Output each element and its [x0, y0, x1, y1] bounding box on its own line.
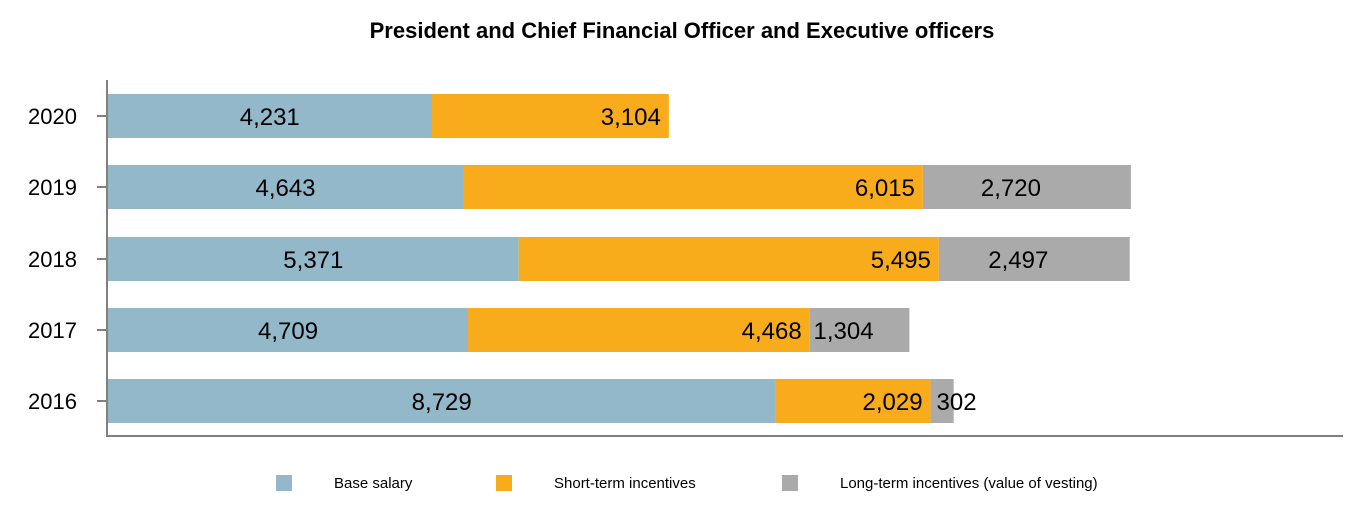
legend-label-base-salary: Base salary — [334, 474, 413, 492]
data-label-long-term-incentives-value-of-vesting-2016: 302 — [937, 389, 977, 416]
bar-short-term-incentives-2018 — [518, 237, 939, 281]
bar-base-salary-2016 — [108, 379, 776, 423]
legend-item-long-term-incentives: Long-term incentives (value of vesting) — [782, 472, 1098, 494]
bar-base-salary-2017 — [108, 308, 469, 352]
data-label-base-salary-2019: 4,643 — [255, 175, 315, 202]
bar-base-salary-2020 — [108, 94, 432, 138]
data-label-short-term-incentives-2019: 6,015 — [855, 175, 915, 202]
ticks-layer: 2020 2019 2018 2017 2016 — [28, 104, 107, 414]
legend-item-base-salary: Base salary — [276, 472, 412, 494]
chart-title: President and Chief Financial Officer an… — [369, 18, 995, 43]
bar-long-term-incentives-value-of-vesting-2016 — [930, 379, 954, 423]
bars-layer — [108, 94, 1131, 423]
data-label-base-salary-2016: 8,729 — [412, 389, 472, 416]
y-tick-label-2017: 2017 — [28, 318, 77, 343]
bar-base-salary-2019 — [108, 165, 464, 209]
legend: Base salary Short-term incentives Long-t… — [0, 472, 1364, 494]
bar-short-term-incentives-2020 — [431, 94, 669, 138]
bar-long-term-incentives-value-of-vesting-2017 — [809, 308, 910, 352]
bar-base-salary-2018 — [108, 237, 519, 281]
y-tick-label-2018: 2018 — [28, 247, 77, 272]
y-tick-label-2016: 2016 — [28, 389, 77, 414]
y-tick-label-2020: 2020 — [28, 104, 77, 129]
data-label-long-term-incentives-value-of-vesting-2019: 2,720 — [981, 175, 1041, 202]
data-label-long-term-incentives-value-of-vesting-2017: 1,304 — [813, 318, 873, 345]
data-label-short-term-incentives-2018: 5,495 — [871, 247, 931, 274]
legend-swatch-base-salary — [276, 475, 292, 491]
data-label-base-salary-2020: 4,231 — [240, 104, 300, 131]
bar-short-term-incentives-2019 — [463, 165, 923, 209]
legend-label-short-term-incentives: Short-term incentives — [554, 474, 696, 492]
labels-layer: 4,231 3,104 4,643 6,015 2,720 5,371 5,495 2,497… — [240, 104, 1049, 416]
legend-swatch-long-term-incentives — [782, 475, 798, 491]
data-label-short-term-incentives-2020: 3,104 — [601, 104, 661, 131]
bar-long-term-incentives-value-of-vesting-2019 — [922, 165, 1131, 209]
data-label-long-term-incentives-value-of-vesting-2018: 2,497 — [988, 247, 1048, 274]
legend-label-long-term-incentives: Long-term incentives (value of vesting) — [840, 474, 1098, 492]
bar-short-term-incentives-2017 — [468, 308, 810, 352]
legend-swatch-short-term-incentives — [496, 475, 512, 491]
data-label-base-salary-2017: 4,709 — [258, 318, 318, 345]
y-tick-label-2019: 2019 — [28, 175, 77, 200]
legend-item-short-term-incentives: Short-term incentives — [496, 472, 696, 494]
data-label-short-term-incentives-2017: 4,468 — [742, 318, 802, 345]
data-label-short-term-incentives-2016: 2,029 — [862, 389, 922, 416]
bar-short-term-incentives-2016 — [775, 379, 931, 423]
bar-long-term-incentives-value-of-vesting-2018 — [938, 237, 1130, 281]
data-label-base-salary-2018: 5,371 — [283, 247, 343, 274]
